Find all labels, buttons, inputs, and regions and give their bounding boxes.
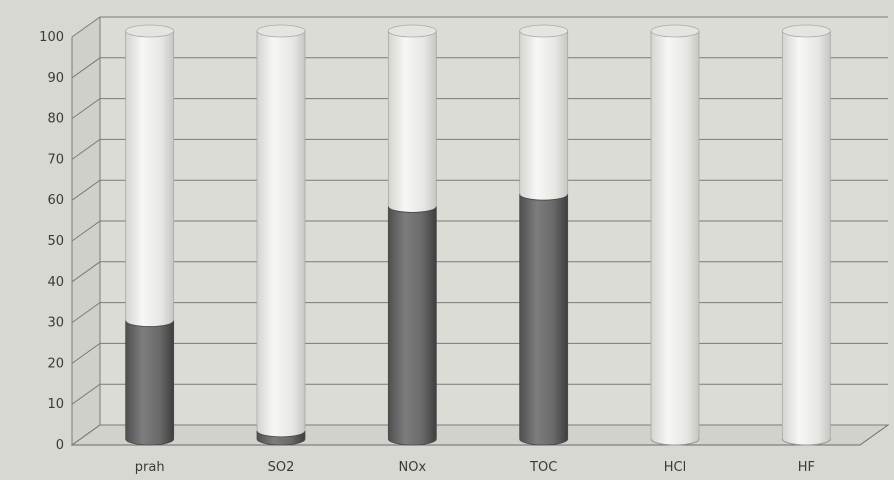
x-tick-label: HF	[798, 460, 815, 475]
y-tick-label: 10	[47, 397, 64, 412]
y-tick-label: 100	[39, 30, 64, 45]
x-tick-label: prah	[135, 460, 165, 475]
bar-top-cap	[125, 24, 175, 38]
bar-top-cap	[650, 24, 700, 38]
y-tick-label: 80	[47, 112, 64, 127]
bar-segment-dark	[387, 206, 437, 446]
bar-segment-light	[781, 30, 831, 446]
bar-segment-dark	[519, 194, 569, 446]
chart-walls	[70, 17, 890, 446]
bar-segment-light	[256, 30, 306, 438]
bar-top-cap	[519, 24, 569, 38]
bar-top-cap	[256, 24, 306, 38]
grid-lines	[71, 16, 888, 446]
x-tick-label: SO2	[268, 460, 295, 475]
x-axis-tick-labels: prah SO2 NOx TOC HCl HF	[135, 460, 815, 475]
y-tick-label: 30	[47, 316, 64, 331]
bar-base-outline	[650, 438, 700, 446]
bars	[125, 24, 831, 446]
bar-top-cap	[781, 24, 831, 38]
y-axis-tick-labels: 0 10 20 30 40 50 60 70 80 90 100	[39, 30, 64, 453]
y-tick-label: 40	[47, 275, 64, 290]
bar-segment-dark	[125, 320, 175, 446]
bar-segment-dark	[256, 430, 306, 446]
y-tick-label: 0	[56, 438, 64, 453]
y-tick-label: 60	[47, 193, 64, 208]
y-tick-label: 90	[47, 71, 64, 86]
x-tick-label: NOx	[399, 460, 427, 475]
x-tick-label: TOC	[529, 460, 557, 475]
bar-base-outline	[781, 438, 831, 446]
bar-segment-light	[519, 30, 569, 201]
y-tick-label: 70	[47, 152, 64, 167]
bar-segment-light	[387, 30, 437, 213]
y-tick-label: 20	[47, 356, 64, 371]
bar-top-cap	[387, 24, 437, 38]
y-tick-label: 50	[47, 234, 64, 249]
bar-segment-light	[125, 30, 175, 328]
bar-segment-light	[650, 30, 700, 446]
floor	[70, 424, 890, 446]
x-tick-label: HCl	[664, 460, 686, 475]
